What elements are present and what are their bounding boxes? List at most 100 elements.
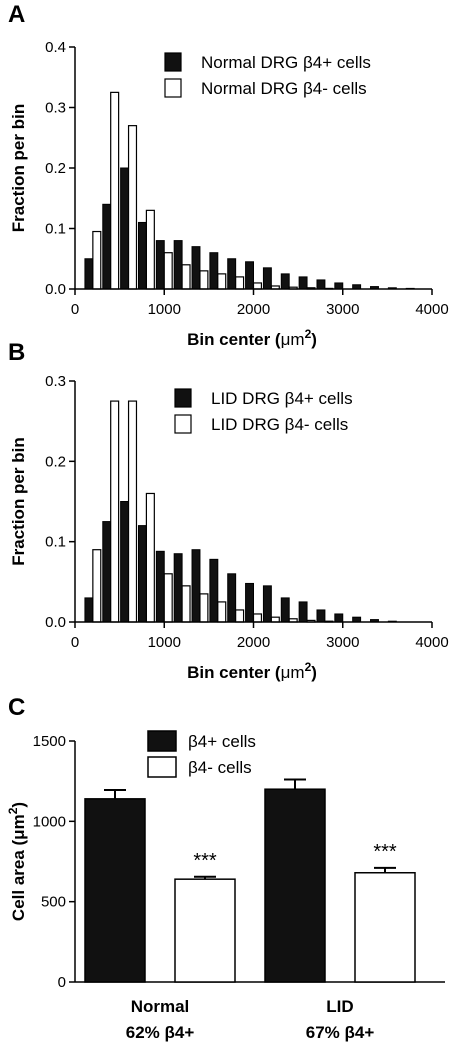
bar-beta4-pos xyxy=(84,597,94,623)
bar-beta4-pos xyxy=(173,240,183,290)
x-tick-label: 3000 xyxy=(326,634,359,651)
bar-beta4-pos xyxy=(298,601,308,623)
x-tick-label: 1000 xyxy=(148,301,181,318)
bar-beta4-pos xyxy=(298,276,308,290)
legend-swatch xyxy=(147,756,177,778)
bar-beta4-neg xyxy=(163,252,173,290)
legend-label: β4- cells xyxy=(188,758,252,777)
bar-beta4-pos xyxy=(120,501,130,623)
bar-beta4-neg xyxy=(199,270,209,290)
legend-swatch xyxy=(174,388,192,408)
legend-swatch xyxy=(147,730,177,752)
x-tick-label: 0 xyxy=(71,634,79,651)
legend-label: LID DRG β4- cells xyxy=(211,415,348,434)
y-tick-label: 0.0 xyxy=(45,614,66,631)
bar-beta4-neg xyxy=(235,276,245,290)
bar-beta4-pos xyxy=(316,609,326,623)
bar-beta4-pos xyxy=(137,221,147,290)
bar-beta4-pos xyxy=(102,203,112,290)
y-tick-label: 0.1 xyxy=(45,221,66,238)
bar-beta4-pos xyxy=(227,258,237,290)
bar-beta4-pos xyxy=(155,240,165,290)
x-tick-label: 3000 xyxy=(326,301,359,318)
bar-beta4-pos xyxy=(280,273,290,290)
bar-beta4-pos xyxy=(102,521,112,623)
y-tick-label: 1500 xyxy=(33,733,66,750)
legend-label: β4+ cells xyxy=(188,732,256,751)
panel-a: A 0.0 0.1 0.2 0.3 0.4 0 1000 2000 3000 4000 Bin cen… xyxy=(8,1,449,349)
bar-beta4-pos xyxy=(280,597,290,623)
bar-beta4-pos xyxy=(137,525,147,623)
legend-label: LID DRG β4+ cells xyxy=(211,389,353,408)
bar-beta4-pos xyxy=(334,613,344,623)
bar-beta4-pos xyxy=(120,167,130,290)
y-axis-label: Fraction per bin xyxy=(9,104,28,232)
bar-beta4-pos xyxy=(245,582,254,623)
bar-beta4-neg xyxy=(235,609,245,623)
bar-beta4-neg xyxy=(217,273,227,290)
bar-beta4-pos xyxy=(84,798,146,983)
bar-beta4-neg xyxy=(163,573,173,623)
y-tick-label: 0 xyxy=(58,974,66,991)
significance-marker: *** xyxy=(373,841,397,863)
category-label: Normal xyxy=(131,997,190,1016)
y-tick-label: 0.2 xyxy=(45,160,66,177)
legend-label: Normal DRG β4+ cells xyxy=(201,53,371,72)
bar-beta4-pos xyxy=(245,261,254,290)
x-axis-label: Bin center (μm2) xyxy=(187,660,317,682)
bar-beta4-neg xyxy=(252,613,263,623)
x-axis-label: Bin center (μm2) xyxy=(187,327,317,349)
legend-swatch xyxy=(164,78,182,98)
bar-beta4-neg xyxy=(217,601,227,623)
bar-beta4-neg xyxy=(181,585,191,623)
bar-beta4-neg xyxy=(354,871,416,983)
y-axis-label: Cell area (μm2) xyxy=(6,802,28,921)
bar-beta4-neg xyxy=(127,125,138,290)
bar-beta4-pos xyxy=(155,550,165,623)
bar-beta4-neg xyxy=(127,400,138,623)
bar-beta4-pos xyxy=(262,267,272,290)
bar-beta4-pos xyxy=(173,553,183,623)
panel-letter: A xyxy=(8,1,25,28)
bar-beta4-pos xyxy=(191,246,201,290)
bar-beta4-pos xyxy=(264,788,326,983)
legend-swatch xyxy=(174,414,192,434)
x-tick-label: 4000 xyxy=(415,634,448,651)
bar-beta4-neg xyxy=(92,549,102,623)
x-tick-label: 0 xyxy=(71,301,79,318)
bar-beta4-neg xyxy=(181,264,191,290)
y-tick-label: 1000 xyxy=(33,813,66,830)
y-tick-label: 500 xyxy=(41,894,66,911)
bar-beta4-neg xyxy=(145,492,155,623)
category-label: LID xyxy=(326,997,353,1016)
y-tick-label: 0.2 xyxy=(45,453,66,470)
bar-beta4-pos xyxy=(191,549,201,623)
category-sublabel: 67% β4+ xyxy=(306,1023,375,1042)
y-tick-label: 0.0 xyxy=(45,281,66,298)
panel-b: B 0.0 0.1 0.2 0.3 0 1000 2000 3000 4000 Bin center… xyxy=(8,339,449,682)
x-tick-label: 2000 xyxy=(237,301,270,318)
bar-beta4-neg xyxy=(199,593,209,623)
x-tick-label: 4000 xyxy=(415,301,448,318)
bar-beta4-neg xyxy=(110,400,120,623)
bar-beta4-pos xyxy=(316,279,326,290)
x-tick-label: 2000 xyxy=(237,634,270,651)
panel-letter: C xyxy=(8,694,25,721)
bar-beta4-neg xyxy=(92,230,102,290)
legend-swatch xyxy=(164,52,182,72)
bar-beta4-neg xyxy=(174,878,236,983)
bar-beta4-neg xyxy=(145,209,155,290)
x-tick-label: 1000 xyxy=(148,634,181,651)
y-tick-label: 0.4 xyxy=(45,39,66,56)
bar-beta4-pos xyxy=(227,573,237,623)
category-sublabel: 62% β4+ xyxy=(126,1023,195,1042)
significance-marker: *** xyxy=(193,850,217,872)
bar-beta4-pos xyxy=(209,558,219,623)
y-tick-label: 0.3 xyxy=(45,100,66,117)
bar-beta4-pos xyxy=(262,585,272,623)
bar-beta4-neg xyxy=(252,282,263,290)
bar-beta4-neg xyxy=(110,91,120,290)
panel-c: C 0 500 1000 1500 *** Normal 62% β4+ *** LID 67% β… xyxy=(6,694,445,1042)
panel-letter: B xyxy=(8,339,25,366)
